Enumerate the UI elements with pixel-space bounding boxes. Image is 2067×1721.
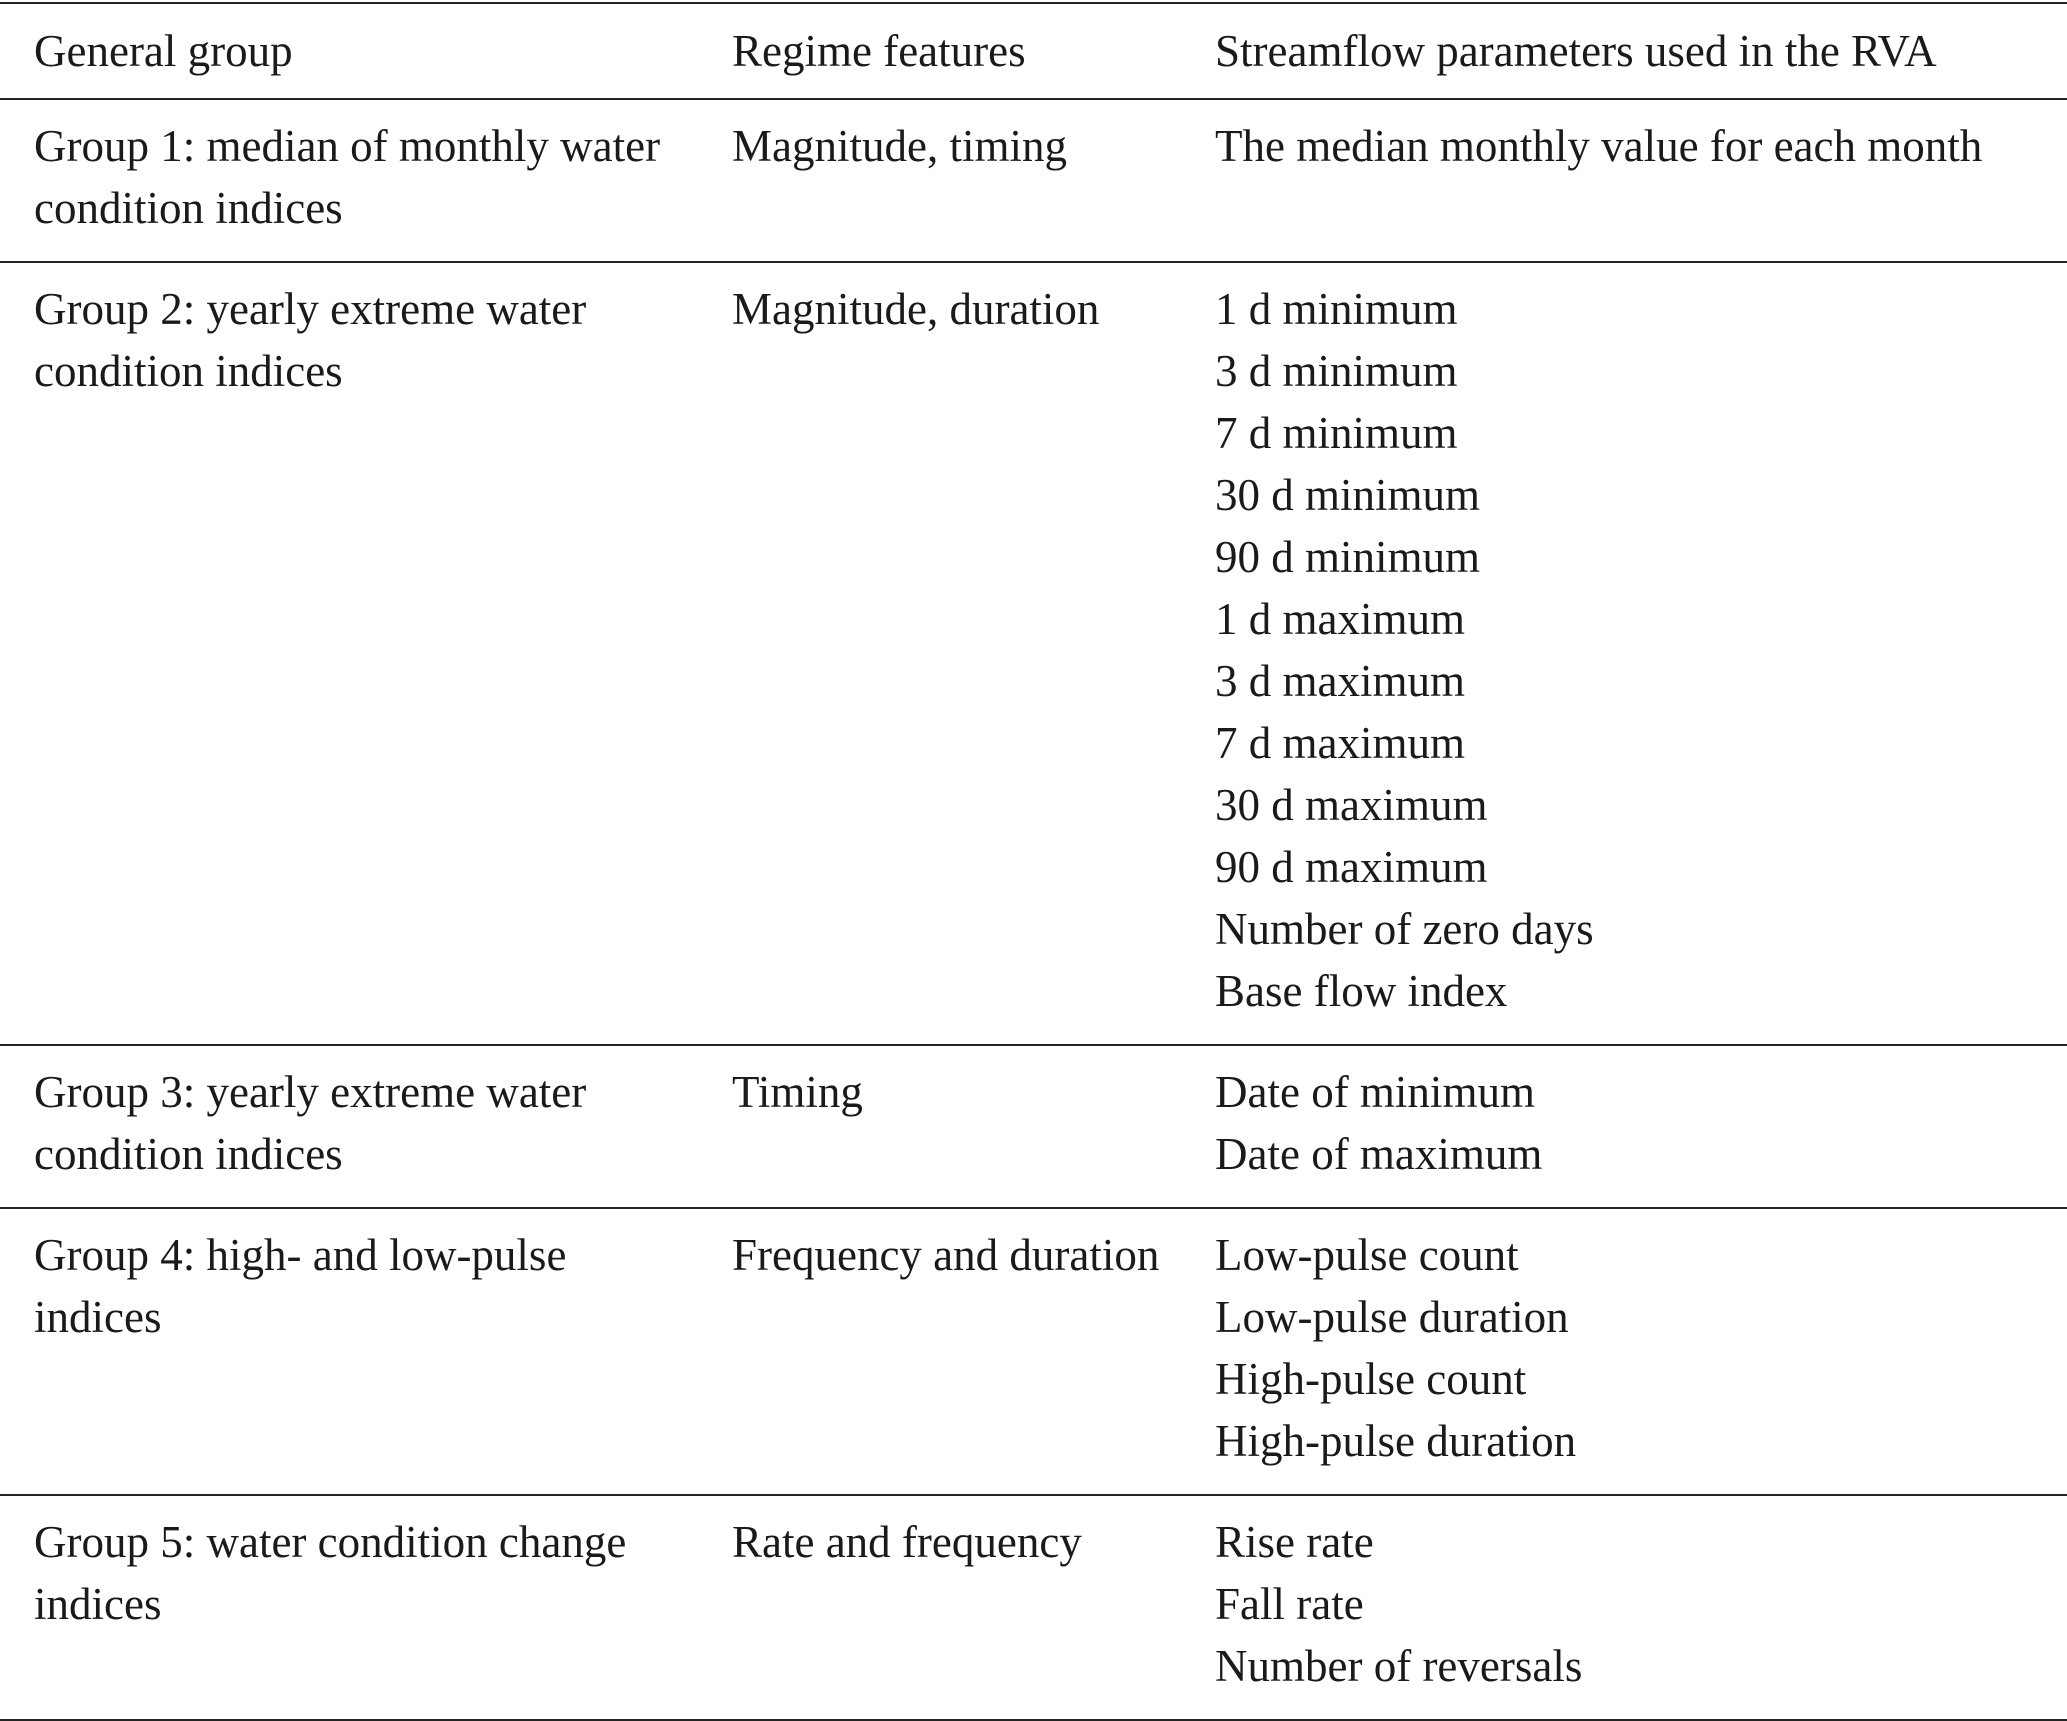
parameter: 1 d minimum [1215, 284, 1458, 334]
parameter: Date of maximum [1215, 1129, 1543, 1179]
parameter: High-pulse duration [1215, 1416, 1577, 1466]
parameter: 3 d maximum [1215, 656, 1465, 706]
parameter: Low-pulse duration [1215, 1292, 1569, 1342]
table-row: Group 4: high- and low-pulse indices Freq… [0, 1208, 2067, 1496]
group-cell: Group 3: yearly extreme water condition … [0, 1045, 732, 1209]
features-cell: Rate and frequency [732, 1495, 1215, 1721]
features-cell: Timing [732, 1045, 1215, 1209]
table-body: Group 1: median of monthly water conditi… [0, 99, 2067, 1721]
parameters-cell: 1 d minimum 3 d minimum 7 d minimum 30 d mi… [1215, 262, 2067, 1046]
table-row: Group 5: water condition change indices R… [0, 1495, 2067, 1721]
parameter: Rise rate [1215, 1517, 1374, 1567]
parameter: 30 d minimum [1215, 470, 1481, 520]
features-cell: Magnitude, timing [732, 99, 1215, 263]
table-row: Group 1: median of monthly water conditi… [0, 99, 2067, 263]
parameters-cell: Low-pulse count Low-pulse duration High-pu… [1215, 1208, 2067, 1496]
header-cell: Regime features [732, 2, 1215, 100]
parameter: 3 d minimum [1215, 346, 1458, 396]
parameter: Number of zero days [1215, 904, 1594, 954]
features-cell: Magnitude, duration [732, 262, 1215, 1046]
parameters-cell: Date of minimum Date of maximum [1215, 1045, 2067, 1209]
parameters-cell: The median monthly value for each month [1215, 99, 2067, 263]
parameter: High-pulse count [1215, 1354, 1527, 1404]
parameter: Base flow index [1215, 966, 1508, 1016]
parameter: 30 d maximum [1215, 780, 1488, 830]
parameters-cell: Rise rate Fall rate Number of reversals [1215, 1495, 2067, 1721]
parameter: 90 d minimum [1215, 532, 1481, 582]
parameter: Fall rate [1215, 1579, 1364, 1629]
group-cell: Group 4: high- and low-pulse indices [0, 1208, 732, 1496]
features-cell: Frequency and duration [732, 1208, 1215, 1496]
group-cell: Group 5: water condition change indices [0, 1495, 732, 1721]
header-cell: General group [0, 2, 732, 100]
parameter: The median monthly value for each month [1215, 121, 1983, 171]
group-cell: Group 2: yearly extreme water condition … [0, 262, 732, 1046]
parameter: Number of reversals [1215, 1641, 1583, 1691]
parameter: 90 d maximum [1215, 842, 1488, 892]
parameter: Date of minimum [1215, 1067, 1535, 1117]
table-header: General group Regime features Streamflow… [0, 2, 2067, 100]
parameter: 7 d minimum [1215, 408, 1458, 458]
header-cell: Streamflow parameters used in the RVA [1215, 2, 2067, 100]
group-cell: Group 1: median of monthly water conditi… [0, 99, 732, 263]
table-row: Group 3: yearly extreme water condition … [0, 1045, 2067, 1209]
table-row: Group 2: yearly extreme water condition … [0, 262, 2067, 1046]
parameter: 7 d maximum [1215, 718, 1465, 768]
parameter: Low-pulse count [1215, 1230, 1519, 1280]
header-row: General group Regime features Streamflow… [0, 2, 2067, 100]
parameter: 1 d maximum [1215, 594, 1465, 644]
